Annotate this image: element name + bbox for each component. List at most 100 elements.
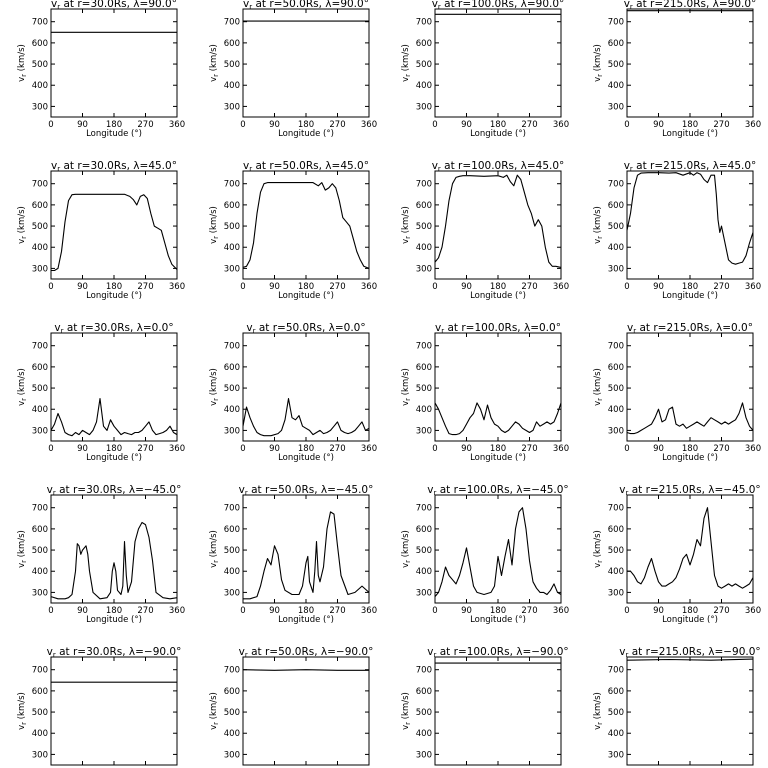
panel-title-base: v [624, 160, 630, 172]
y-axis-label: vr (km/s) [593, 692, 604, 730]
plot-frame [242, 8, 370, 118]
x-tick-label: 90 [653, 606, 664, 616]
y-axis-label-sub: r [404, 236, 412, 239]
x-tick-label: 270 [137, 444, 153, 454]
x-tick-label: 180 [682, 444, 698, 454]
y-tick-label: 500 [416, 60, 432, 70]
panel-9: vr at r=30.0Rs, λ=0.0°0 90 180 270 360300400… [17, 322, 185, 463]
series-line [626, 402, 754, 435]
y-axis-label: vr (km/s) [401, 692, 412, 730]
panel-title-base: v [619, 484, 625, 496]
y-tick-label: 600 [224, 363, 240, 373]
panel-title-base: v [47, 646, 53, 658]
panel-title-base: v [435, 322, 441, 334]
y-axis-label: vr (km/s) [209, 44, 220, 82]
panel-15: vr at r=100.0Rs, λ=−45.0°0 90 180 270 360300… [401, 484, 569, 625]
panel-title-sub: r [438, 165, 441, 173]
panel-title-base: v [239, 646, 245, 658]
panel-title-sub: r [249, 165, 252, 173]
panel-4: vr at r=215.0Rs, λ=90.0°0 90 180 270 3603004… [593, 0, 761, 139]
x-tick-label: 270 [713, 444, 729, 454]
y-tick-label: 600 [224, 201, 240, 211]
y-tick-label: 300 [416, 102, 432, 112]
panel-title-rest: at r=215.0Rs, λ=−90.0° [628, 646, 760, 658]
y-tick-label: 600 [32, 363, 48, 373]
y-axis-label-rest: (km/s) [209, 692, 219, 722]
x-tick-label: 180 [298, 606, 314, 616]
y-axis-label-base: v [401, 401, 411, 406]
x-tick-label: 0 [432, 444, 437, 454]
panel-title-base: v [243, 0, 249, 10]
panel-20: vr at r=215.0Rs, λ=−90.0°090180270360300… [593, 646, 761, 766]
plot-frame [434, 656, 562, 766]
x-tick-label: 270 [137, 606, 153, 616]
y-axis-label-rest: (km/s) [401, 368, 411, 398]
x-tick-label: 360 [169, 120, 185, 130]
panel-title-rest: at r=215.0Rs, λ=0.0° [636, 322, 753, 334]
x-tick-label: 360 [361, 606, 377, 616]
panel-title-base: v [243, 160, 249, 172]
panel-title-rest: at r=30.0Rs, λ=90.0° [60, 0, 177, 10]
panel-title-sub: r [245, 489, 248, 497]
y-axis-label-sub: r [212, 398, 220, 401]
y-tick-label: 400 [224, 81, 240, 91]
y-axis-label-base: v [593, 563, 603, 568]
x-tick-label: 270 [137, 282, 153, 292]
y-axis-label-base: v [209, 77, 219, 82]
y-tick-label: 700 [224, 666, 240, 676]
x-tick-label: 90 [461, 606, 472, 616]
series-line [626, 172, 754, 265]
panel-title-rest: at r=215.0Rs, λ=90.0° [633, 0, 756, 10]
y-tick-label: 400 [32, 243, 48, 253]
x-tick-label: 270 [329, 444, 345, 454]
panel-title-base: v [427, 646, 433, 658]
y-tick-label: 700 [608, 18, 624, 28]
y-tick-label: 600 [608, 525, 624, 535]
y-axis-label-sub: r [596, 398, 604, 401]
panel-title-rest: at r=30.0Rs, λ=−45.0° [56, 484, 182, 496]
panel-1: vr at r=30.0Rs, λ=90.0°0 90 180 270 36030040… [17, 0, 185, 139]
panel-title: vr at r=50.0Rs, λ=90.0° [243, 0, 369, 11]
panel-title-sub: r [441, 327, 444, 335]
y-tick-label: 700 [416, 180, 432, 190]
y-axis-label-sub: r [404, 398, 412, 401]
y-tick-label: 300 [32, 426, 48, 436]
y-tick-label: 500 [224, 60, 240, 70]
plot-frame [50, 656, 178, 766]
y-tick-label: 400 [32, 729, 48, 739]
panel-title-sub: r [57, 3, 60, 11]
x-tick-label: 360 [745, 282, 761, 292]
y-tick-label: 500 [608, 708, 624, 718]
y-tick-label: 300 [224, 750, 240, 760]
y-tick-label: 500 [608, 60, 624, 70]
y-tick-label: 500 [608, 384, 624, 394]
panel-3: vr at r=100.0Rs, λ=90.0°0 90 180 270 3603004… [401, 0, 569, 139]
panel-title-base: v [627, 322, 633, 334]
x-tick-label: 180 [106, 444, 122, 454]
y-tick-label: 400 [608, 243, 624, 253]
x-tick-label: 180 [106, 282, 122, 292]
y-tick-label: 300 [32, 750, 48, 760]
y-axis-label-rest: (km/s) [593, 530, 603, 560]
panel-18: vr at r=50.0Rs, λ=−90.0°0901802703603004… [209, 646, 373, 766]
panel-title-sub: r [626, 489, 629, 497]
panel-title-base: v [432, 160, 438, 172]
y-axis-label: vr (km/s) [401, 206, 412, 244]
y-axis-label-rest: (km/s) [401, 692, 411, 722]
y-tick-label: 700 [608, 342, 624, 352]
y-axis-label-sub: r [212, 236, 220, 239]
panel-title-rest: at r=100.0Rs, λ=90.0° [441, 0, 564, 10]
y-axis-label: vr (km/s) [17, 530, 28, 568]
panel-title-rest: at r=30.0Rs, λ=0.0° [63, 322, 173, 334]
y-axis-label-rest: (km/s) [209, 530, 219, 560]
y-axis-label-base: v [17, 725, 27, 730]
x-tick-label: 0 [624, 444, 629, 454]
x-tick-label: 360 [745, 120, 761, 130]
x-tick-label: 270 [329, 120, 345, 130]
panel-19: vr at r=100.0Rs, λ=−90.0°090180270360300… [401, 646, 569, 766]
y-tick-label: 400 [224, 567, 240, 577]
y-tick-label: 500 [32, 546, 48, 556]
y-tick-label: 400 [32, 567, 48, 577]
y-axis-label: vr (km/s) [401, 368, 412, 406]
y-axis-label-base: v [17, 239, 27, 244]
